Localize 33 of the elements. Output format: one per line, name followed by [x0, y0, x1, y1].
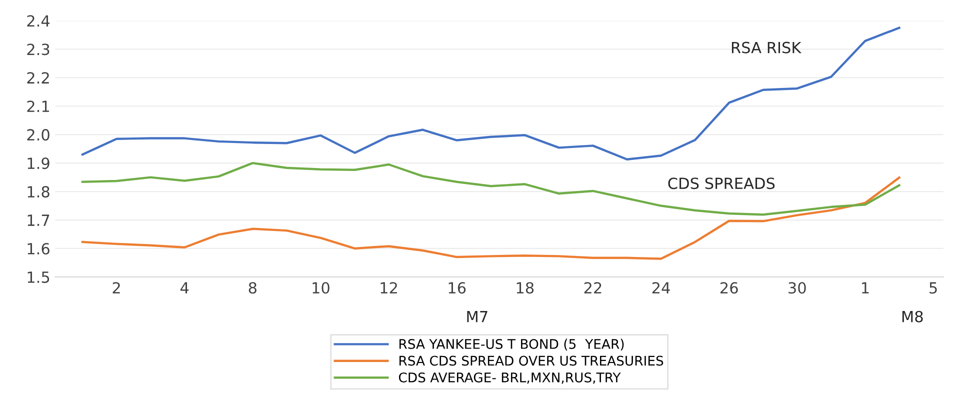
annotation: RSA RISK: [732, 42, 802, 54]
legend-label: RSA CDS SPREAD OVER US TREASURIES: [399, 356, 664, 366]
y-tick-label: 1.8: [28, 186, 50, 198]
y-tick-label: 1.5: [28, 272, 50, 283]
x-tick-label: 16: [448, 282, 466, 294]
text: M7: [467, 311, 488, 322]
y-tick-label: 2.4: [27, 15, 50, 27]
line-series: [81, 162, 900, 216]
annotation: CDS SPREADS: [668, 178, 775, 190]
y-tick-label: 1.6: [28, 242, 50, 255]
x-tick-label: 2: [112, 282, 120, 294]
line-series: [81, 26, 900, 160]
y-tick-label: 2.3: [27, 44, 50, 56]
x-tick-label: 10: [312, 282, 330, 294]
x-tick-label: 26: [720, 282, 738, 294]
y-tick-label: 2.0: [27, 129, 50, 141]
y-tick-label: 1.7: [28, 214, 50, 226]
x-tick-label: 1: [862, 282, 869, 294]
y-tick-label: 1.9: [28, 158, 50, 170]
legend-label: RSA YANKEE-US T BOND (5 YEAR): [399, 338, 624, 351]
legend-label: CDS AVERAGE- BRL,MXN,RUS,TRY: [398, 372, 621, 384]
x-tick-label: 30: [788, 282, 806, 294]
x-tick-label: 5: [930, 282, 937, 294]
y-tick-label: 2.1: [27, 100, 50, 112]
line-series: [81, 176, 900, 260]
x-tick-label: 12: [380, 282, 397, 294]
x-tick-label: 24: [652, 282, 670, 294]
x-tick-label: 18: [516, 282, 534, 294]
x-tick-label: 22: [584, 282, 602, 294]
y-tick-label: 2.2: [27, 72, 49, 84]
x-tick-label: 8: [248, 282, 256, 294]
x-tick-label: 4: [180, 282, 189, 294]
text: M8: [902, 310, 923, 322]
